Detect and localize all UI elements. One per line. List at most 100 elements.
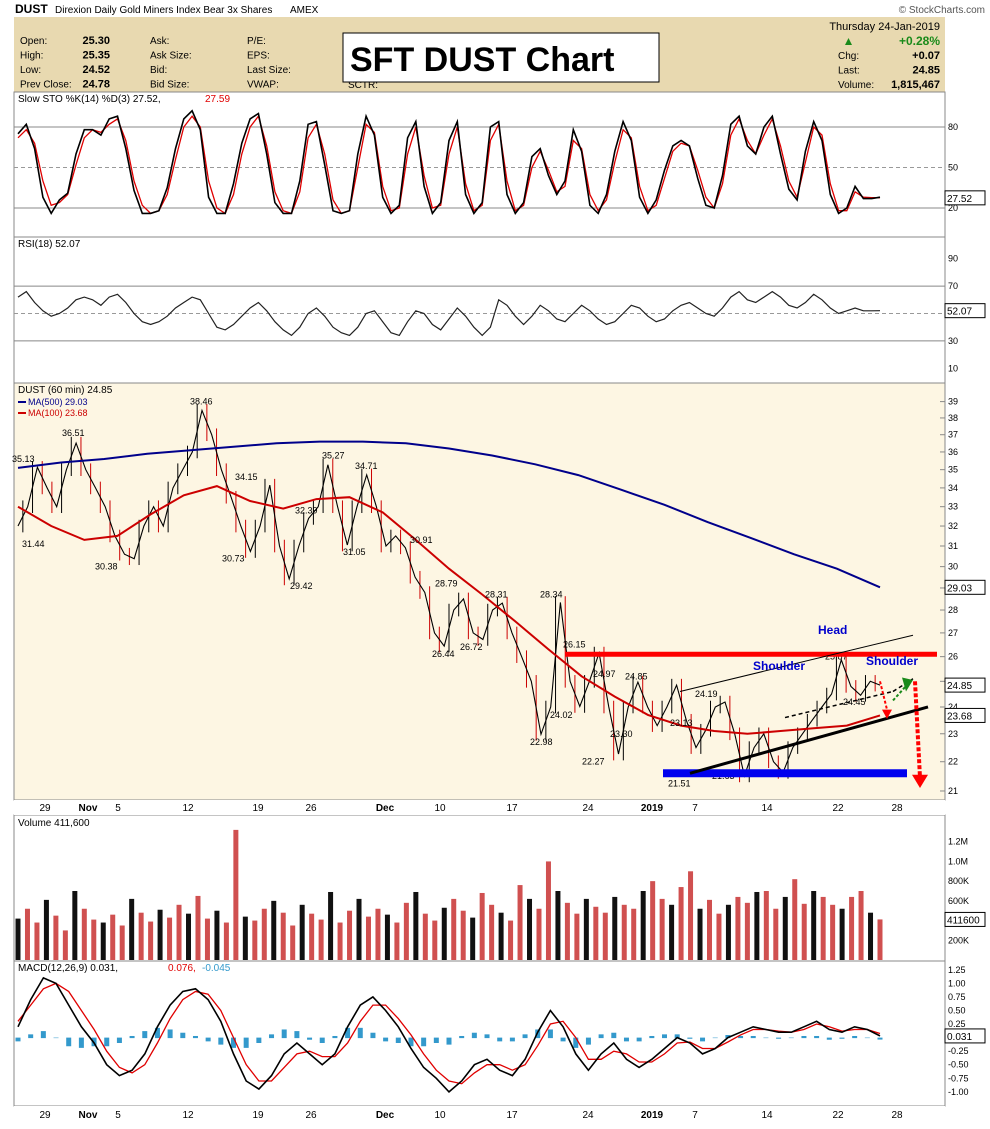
volume-bar: [299, 904, 305, 960]
y-tick-label: 28: [948, 605, 958, 615]
x-axis: 29 Nov 5 12 19 26 Dec 10 17 24 2019 7 14 22 28: [14, 800, 945, 815]
y-tick-label: -0.50: [948, 1060, 969, 1070]
quote-value: 1,815,467: [891, 79, 940, 91]
volume-bar: [527, 898, 533, 960]
macd-hist-bar: [243, 1037, 249, 1048]
y-tick-label: 10: [948, 363, 958, 373]
macd-hist-bar: [66, 1037, 72, 1047]
exchange: AMEX: [290, 5, 319, 16]
volume-bar: [839, 908, 845, 960]
price-label: 24.02: [550, 710, 573, 720]
volume-bar: [157, 909, 163, 960]
macd-hist-bar: [395, 1037, 401, 1043]
volume-bar: [100, 922, 106, 960]
ma500-legend: MA(500) 29.03: [28, 397, 88, 407]
volume-bar: [53, 915, 59, 960]
macd-hist-bar: [497, 1037, 503, 1042]
quote-label: Last Size:: [247, 65, 291, 76]
macd-legend-signal: 0.076,: [168, 963, 196, 974]
volume-bar: [564, 902, 570, 960]
macd-hist-bar: [180, 1032, 186, 1039]
y-tick-label: 800K: [948, 876, 969, 886]
macd-hist-bar: [560, 1037, 566, 1042]
macd-line: [17, 976, 881, 1094]
x-tick-label: 17: [506, 803, 518, 814]
x-tick-label: 26: [305, 803, 317, 814]
y-tick-label: 80: [948, 122, 958, 132]
rsi-legend: RSI(18) 52.07: [18, 239, 81, 250]
volume-bar: [347, 910, 353, 960]
macd-hist-bar: [281, 1029, 287, 1039]
macd-hist-bar: [104, 1037, 110, 1047]
volume-bar: [782, 896, 788, 960]
price-label: 30.73: [222, 553, 245, 563]
up-arrow-icon: [845, 38, 852, 45]
volume-bar: [820, 896, 826, 960]
price-label: 34.71: [355, 461, 378, 471]
volume-bar: [631, 908, 637, 960]
volume-bar: [290, 925, 296, 960]
macd-hist-bar: [611, 1032, 617, 1039]
y-tick-label: 50: [948, 163, 958, 173]
volume-bar: [365, 916, 371, 960]
rsi-line: [17, 290, 881, 337]
last-value-tag: [944, 1028, 986, 1044]
volume-bar: [678, 887, 684, 960]
macd-hist-bar: [598, 1034, 604, 1039]
macd-legend: MACD(12,26,9) 0.031,: [18, 963, 118, 974]
volume-bar: [858, 891, 864, 960]
x-tick-label: 17: [506, 1110, 518, 1121]
price-legend: DUST (60 min) 24.85: [18, 385, 113, 396]
volume-bar: [337, 922, 343, 960]
y-tick-label: 38: [948, 413, 958, 423]
macd-hist-bar: [78, 1037, 84, 1048]
volume-bar: [384, 914, 390, 960]
x-tick-label: 14: [761, 1110, 773, 1121]
volume-bar: [754, 891, 760, 960]
price-label: 31.44: [22, 539, 45, 549]
quote-date: Thursday 24-Jan-2019: [829, 21, 940, 33]
sto-k-line: [17, 109, 881, 216]
macd-hist-bar: [725, 1035, 731, 1039]
volume-bar: [868, 912, 874, 960]
macd-hist-bar: [408, 1037, 414, 1047]
macd-hist-bar: [129, 1035, 135, 1039]
macd-hist-bar: [763, 1037, 769, 1039]
volume-bar: [470, 917, 476, 960]
shoulder-right-label: Shoulder: [866, 654, 918, 668]
macd-hist-bar: [471, 1032, 477, 1039]
price-label: 28.79: [435, 579, 458, 589]
macd-hist-bar: [332, 1035, 338, 1039]
red-arrow-long: [913, 681, 922, 778]
sto-legend: Slow STO %K(14) %D(3) 27.52,: [18, 94, 161, 105]
symbol: DUST: [15, 2, 48, 16]
volume-bar: [309, 913, 315, 960]
macd-hist-bar: [370, 1032, 376, 1039]
macd-hist-bar: [814, 1035, 820, 1039]
price-label: 26.44: [432, 649, 455, 659]
quote-label: Bid Size:: [150, 80, 189, 91]
dashed-neck: [784, 690, 894, 719]
last-value-text: 23.68: [947, 711, 972, 722]
macd-hist-bar: [852, 1035, 858, 1039]
volume-bar: [640, 891, 646, 960]
volume-bar: [697, 908, 703, 960]
quote-value: 25.35: [82, 50, 110, 62]
volume-bar: [261, 908, 267, 960]
x-tick-label: 19: [252, 803, 264, 814]
macd-hist-bar: [674, 1034, 680, 1039]
volume-bar: [517, 885, 523, 960]
price-label: 26.72: [460, 642, 483, 652]
macd-hist-bar: [662, 1034, 667, 1039]
volume-bar: [375, 908, 381, 960]
ma100-line: [17, 485, 881, 735]
y-tick-label: 35: [948, 465, 958, 475]
volume-bar: [545, 861, 551, 960]
y-tick-label: 34: [948, 483, 958, 493]
price-chart: 2122232425262728293031323334353637383935…: [12, 385, 986, 796]
volume-bar: [849, 896, 855, 960]
x-tick-label: 28: [891, 803, 903, 814]
x-tick-label: 10: [434, 803, 446, 814]
